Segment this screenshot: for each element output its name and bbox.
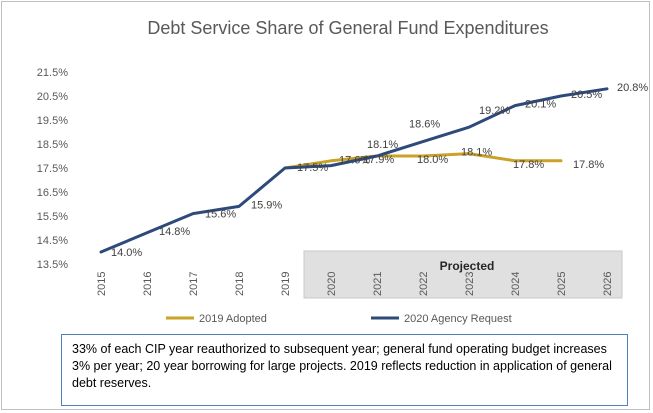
data-label: 20.8% <box>617 82 648 94</box>
series-line-1 <box>99 87 609 254</box>
x-tick-label: 2017 <box>188 272 200 296</box>
x-tick-label: 2016 <box>142 272 154 296</box>
y-tick-label: 21.5% <box>37 67 68 79</box>
data-label: 17.8% <box>573 159 604 171</box>
assumptions-note: 33% of each CIP year reauthorized to sub… <box>61 334 628 406</box>
projected-region <box>303 250 623 299</box>
x-tick-label: 2019 <box>280 272 292 296</box>
data-label: 20.5% <box>571 89 602 101</box>
data-label: 17.8% <box>513 159 544 171</box>
y-tick-label: 16.5% <box>37 187 68 199</box>
y-tick-label: 17.5% <box>37 163 68 175</box>
legend-label-0: 2019 Adopted <box>199 313 267 325</box>
series-line-0 <box>283 152 563 170</box>
data-label: 14.8% <box>159 226 190 238</box>
x-tick-label: 2022 <box>418 272 430 296</box>
data-label: 20.1% <box>525 99 556 111</box>
x-tick-label: 2024 <box>510 272 522 296</box>
x-tick-label: 2025 <box>556 272 568 296</box>
x-tick-label: 2021 <box>372 272 384 296</box>
data-label: 15.6% <box>205 209 236 221</box>
data-label: 17.5% <box>297 162 328 174</box>
y-tick-label: 18.5% <box>37 139 68 151</box>
y-tick-label: 13.5% <box>37 259 68 271</box>
y-tick-label: 19.5% <box>37 115 68 127</box>
y-tick-label: 15.5% <box>37 211 68 223</box>
x-tick-label: 2026 <box>602 272 614 296</box>
x-tick-label: 2018 <box>234 272 246 296</box>
data-label: 15.9% <box>251 199 282 211</box>
data-label: 14.0% <box>111 247 142 259</box>
projected-label: Projected <box>440 259 495 273</box>
chart-title: Debt Service Share of General Fund Expen… <box>147 18 548 38</box>
data-label: 18.1% <box>461 147 492 159</box>
x-tick-label: 2015 <box>96 272 108 296</box>
data-label: 17.6% <box>339 155 370 167</box>
y-tick-label: 14.5% <box>37 235 68 247</box>
legend-label-1: 2020 Agency Request <box>404 313 512 325</box>
data-label: 18.1% <box>367 139 398 151</box>
data-label: 19.2% <box>479 105 510 117</box>
data-label: 18.0% <box>417 154 448 166</box>
x-tick-label: 2020 <box>326 272 338 296</box>
data-label: 18.6% <box>409 119 440 131</box>
y-tick-label: 20.5% <box>37 91 68 103</box>
x-tick-label: 2023 <box>464 272 476 296</box>
data-label: 17.9% <box>363 154 394 166</box>
